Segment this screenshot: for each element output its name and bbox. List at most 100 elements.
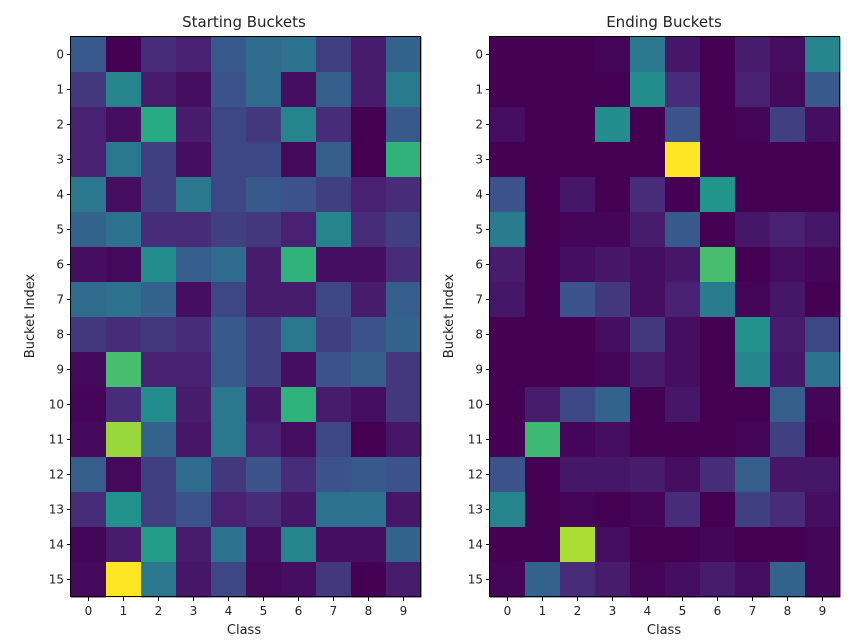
heatmap-cell [211,457,247,493]
heatmap-cell [525,317,561,353]
heatmap-cell [595,282,631,318]
heatmap-cell [71,422,107,458]
heatmap-cell [386,457,422,493]
heatmap-cell [386,247,422,283]
x-tick-label: 3 [609,604,617,618]
y-tick-label: 14 [468,538,483,552]
heatmap-cell [316,492,352,528]
heatmap-cell [211,72,247,108]
heatmap-cell [525,107,561,143]
heatmap-cell [700,562,736,598]
heatmap-cell [386,317,422,353]
heatmap-cell [141,212,177,248]
heatmap-cell [560,282,596,318]
x-tick-label: 2 [574,604,582,618]
heatmap-cell [665,562,701,598]
heatmap-cell [805,562,841,598]
heatmap-cell [351,492,387,528]
heatmap-cell [176,107,212,143]
heatmap-cell [246,72,282,108]
y-tick-label: 10 [49,398,64,412]
heatmap-cell [560,37,596,73]
heatmap-cell [211,317,247,353]
x-tick-label: 1 [120,604,128,618]
heatmap-cell [351,247,387,283]
heatmap-cell [176,212,212,248]
heatmap-cell [176,492,212,528]
y-tick-label: 0 [475,48,483,62]
heatmap-cell [735,422,771,458]
heatmap-cell [386,352,422,388]
heatmap-cell [141,387,177,423]
heatmap-cell [595,247,631,283]
heatmap-cell [281,317,317,353]
heatmap-cell [246,492,282,528]
heatmap-cell [700,72,736,108]
heatmap-cell [595,562,631,598]
y-tick-label: 2 [475,118,483,132]
heatmap-cell [211,492,247,528]
heatmap-cell [141,247,177,283]
heatmap-cell [141,282,177,318]
heatmap-cell [665,212,701,248]
heatmap-cells [490,37,841,598]
x-axis-label: Class [227,623,261,638]
heatmap-cell [805,457,841,493]
heatmap-cell [351,37,387,73]
heatmap-cell [106,72,142,108]
y-tick-label: 15 [468,573,483,587]
heatmap-cell [246,212,282,248]
heatmap-cell [316,212,352,248]
heatmap-cell [246,352,282,388]
heatmap-cell [560,247,596,283]
heatmap-cell [71,352,107,388]
heatmap-cell [770,142,806,178]
heatmap-cell [246,107,282,143]
heatmap-cell [176,527,212,563]
heatmap-cell [805,212,841,248]
heatmap-cell [490,177,526,213]
x-tick-label: 9 [819,604,827,618]
heatmap-cell [525,247,561,283]
heatmap-cell [141,562,177,598]
heatmap-cell [665,177,701,213]
heatmap-cell [141,527,177,563]
heatmap-cell [246,37,282,73]
heatmap-cell [211,37,247,73]
heatmap-cell [386,527,422,563]
heatmap-cell [141,107,177,143]
heatmap-cell [176,317,212,353]
heatmap-cell [525,72,561,108]
heatmap-cell [665,142,701,178]
heatmap-cell [735,72,771,108]
heatmap-cell [560,562,596,598]
y-tick-label: 8 [475,328,483,342]
heatmap-cell [770,177,806,213]
heatmap-cell [386,212,422,248]
heatmap-cell [490,387,526,423]
heatmap-cell [211,142,247,178]
heatmap-cell [106,177,142,213]
heatmap-cell [525,422,561,458]
heatmap-cell [595,212,631,248]
heatmap-cell [316,282,352,318]
heatmap-cell [176,352,212,388]
heatmap-cell [595,107,631,143]
heatmap-cell [141,352,177,388]
heatmap-cell [735,37,771,73]
heatmap-cell [735,352,771,388]
heatmap-cell [490,107,526,143]
heatmap-cell [665,492,701,528]
heatmap-cell [71,562,107,598]
heatmap-cell [560,422,596,458]
heatmap-cell [106,317,142,353]
heatmap-cell [805,142,841,178]
heatmap-cell [176,247,212,283]
heatmap-cell [490,317,526,353]
y-tick-label: 15 [49,573,64,587]
heatmap-cell [211,212,247,248]
y-axis-label: Bucket Index [23,274,38,359]
x-tick-label: 0 [85,604,93,618]
heatmap-cell [560,107,596,143]
